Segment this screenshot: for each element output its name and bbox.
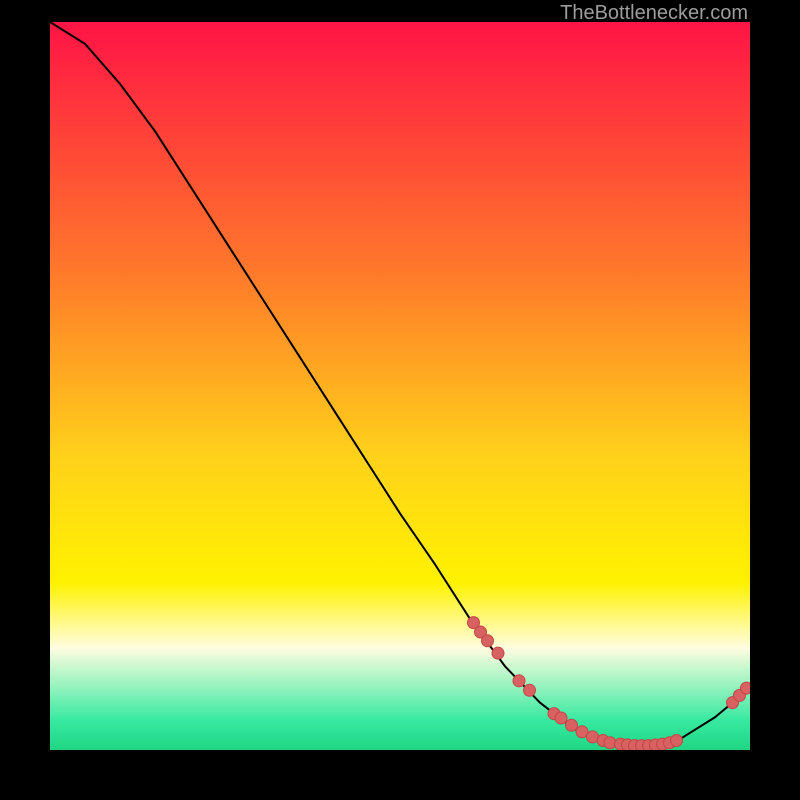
figure-frame: TheBottlenecker.com: [0, 0, 800, 800]
chart-svg: [50, 22, 750, 750]
chart-gradient-plot: [50, 22, 750, 750]
